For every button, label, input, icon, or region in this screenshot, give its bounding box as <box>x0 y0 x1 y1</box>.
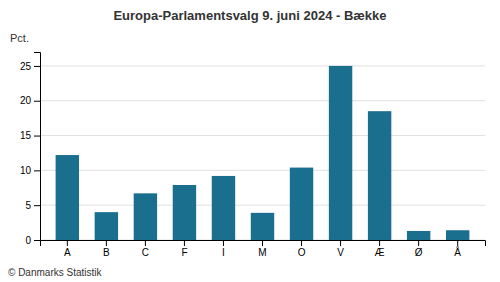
grid-line <box>40 100 485 101</box>
x-tick: V <box>337 240 344 258</box>
x-tick-mark <box>262 240 263 246</box>
x-tick-mark <box>184 240 185 246</box>
bar <box>329 66 352 240</box>
y-tick: 5 <box>25 200 40 211</box>
bar <box>446 230 469 240</box>
x-tick-label: Ø <box>415 247 423 258</box>
bar <box>290 168 313 240</box>
grid-line <box>40 205 485 206</box>
y-tick-label: 15 <box>20 130 32 141</box>
x-tick-label: M <box>258 247 266 258</box>
x-tick: O <box>298 240 306 258</box>
y-label: Pct. <box>10 32 29 44</box>
y-tick-label: 25 <box>20 61 32 72</box>
y-tick-mark <box>34 66 40 67</box>
y-tick: 10 <box>20 165 40 176</box>
x-tick-mark <box>457 240 458 246</box>
bar <box>212 176 235 240</box>
bar <box>407 231 430 240</box>
x-tick: Ø <box>415 240 423 258</box>
x-tick: I <box>222 240 225 258</box>
x-tick-label: I <box>222 247 225 258</box>
y-tick: 15 <box>20 130 40 141</box>
x-tick-label: F <box>181 247 187 258</box>
x-tick: F <box>181 240 187 258</box>
y-tick-label: 10 <box>20 165 32 176</box>
y-tick: 25 <box>20 61 40 72</box>
x-tick-label: Æ <box>375 247 385 258</box>
bar <box>368 111 391 240</box>
y-tick: 0 <box>25 235 40 246</box>
y-axis-line <box>34 53 41 241</box>
x-tick: Æ <box>375 240 385 258</box>
y-tick-mark <box>34 240 40 241</box>
title: Europa-Parlamentsvalg 9. juni 2024 - Bæk… <box>113 8 386 23</box>
bars <box>56 66 470 240</box>
y-tick-mark <box>34 170 40 171</box>
x-tick-mark <box>301 240 302 246</box>
x-tick: M <box>258 240 266 258</box>
y-tick-label: 5 <box>25 200 31 211</box>
x-tick: A <box>64 240 71 258</box>
grid-line <box>40 135 485 136</box>
x-tick: C <box>142 240 149 258</box>
bar <box>251 213 274 240</box>
x-tick-label: C <box>142 247 149 258</box>
x-tick-mark <box>67 240 68 246</box>
x-tick-mark <box>106 240 107 246</box>
x-tick-label: Å <box>454 246 461 258</box>
grid <box>40 66 485 240</box>
y-tick-mark <box>34 136 40 137</box>
grid-line <box>40 170 485 171</box>
x-tick: Å <box>454 240 461 258</box>
chart: Europa-Parlamentsvalg 9. juni 2024 - Bæk… <box>0 0 500 282</box>
bar <box>134 193 157 240</box>
y-axis: 0 5 10 15 20 25 <box>20 53 41 246</box>
y-tick: 20 <box>20 95 40 106</box>
x-tick-mark <box>145 240 146 246</box>
x-tick-label: A <box>64 247 71 258</box>
grid-line <box>40 65 485 66</box>
y-tick-label: 20 <box>20 95 32 106</box>
x-tick-label: V <box>337 247 344 258</box>
plot: 0 5 10 15 20 25 A B C F I M O V Æ Ø Å <box>20 53 486 259</box>
y-tick-mark <box>34 101 40 102</box>
x-tick: B <box>103 240 110 258</box>
bar <box>173 185 196 240</box>
x-tick-label: O <box>298 247 306 258</box>
x-tick-mark <box>379 240 380 246</box>
footer: © Danmarks Statistik <box>8 267 103 278</box>
x-tick-label: B <box>103 247 110 258</box>
y-tick-label: 0 <box>25 235 31 246</box>
bar <box>95 212 118 240</box>
bar <box>56 155 79 240</box>
x-tick-mark <box>340 240 341 246</box>
x-axis-line <box>41 241 486 247</box>
x-axis: ABCFIMOVÆØÅ <box>41 240 486 258</box>
x-tick-mark <box>223 240 224 246</box>
y-tick-mark <box>34 205 40 206</box>
x-tick-mark <box>418 240 419 246</box>
